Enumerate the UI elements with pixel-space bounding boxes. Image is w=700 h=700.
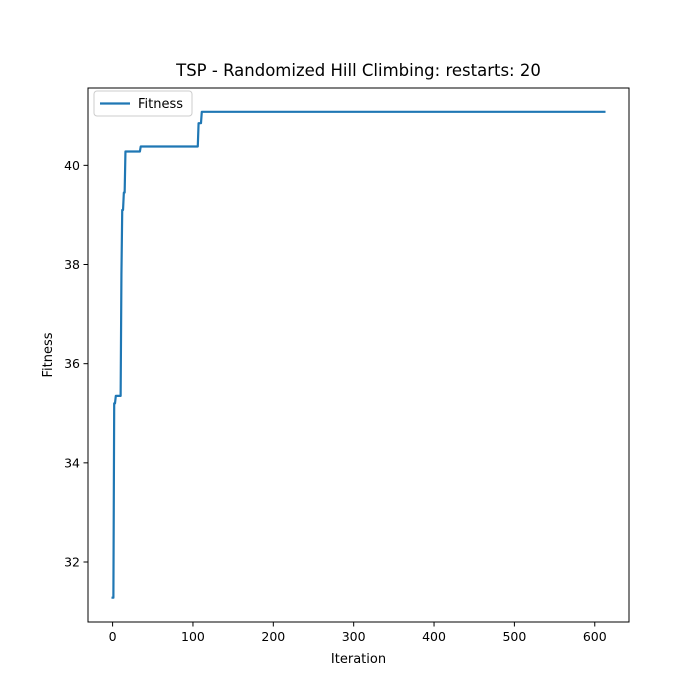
x-tick-label: 0 [109,629,117,644]
y-tick-label: 40 [64,158,80,173]
x-tick-label: 500 [502,629,526,644]
x-axis-label: Iteration [331,652,386,667]
legend-label-fitness: Fitness [138,97,183,112]
legend-box [93,90,193,117]
x-tick-label: 400 [422,629,446,644]
y-tick-label: 38 [64,257,80,272]
x-tick-label: 600 [583,629,607,644]
chart-title: TSP - Randomized Hill Climbing: restarts… [175,61,541,80]
x-tick-label: 100 [181,629,205,644]
y-axis-label: Fitness [41,332,56,377]
axes-frame [87,87,630,623]
x-tick-label: 200 [261,629,285,644]
axes-layer: 0 100 200 300 400 500 600 32 34 36 38 40 [64,87,630,644]
series-layer [111,110,606,599]
y-tick-label: 34 [64,455,80,470]
legend: Fitness [93,90,193,117]
series-line-fitness [111,110,606,599]
x-tick-label: 300 [342,629,366,644]
y-tick-label: 36 [64,356,80,371]
y-tick-label: 32 [64,555,80,570]
